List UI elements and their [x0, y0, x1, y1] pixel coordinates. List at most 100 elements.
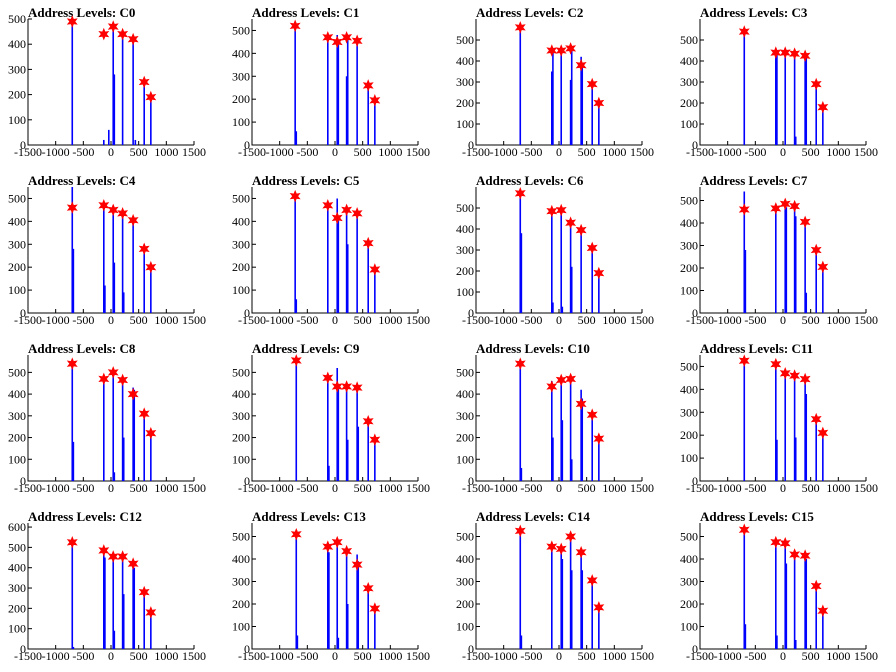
y-tick-label: 100: [456, 285, 474, 299]
x-tick-label: -500: [744, 649, 766, 663]
x-tick-label: 1500: [406, 313, 430, 327]
y-tick-label: 400: [680, 54, 698, 68]
y-tick-label: 400: [456, 54, 474, 68]
peak-marker: [779, 367, 791, 380]
peak-marker: [586, 408, 598, 422]
peak-marker: [341, 203, 353, 217]
chart-title: Address Levels: C1: [252, 5, 359, 20]
peak-marker: [514, 186, 526, 200]
chart-panel: Address Levels: C14 0 100 200 300 400 500 -1500…: [448, 504, 672, 672]
peak-marker: [322, 371, 334, 385]
chart-svg: Address Levels: C60100200300400500-1500-…: [456, 173, 654, 327]
peak-marker: [351, 381, 363, 394]
x-tick-label: 500: [354, 649, 372, 663]
chart-panel: Address Levels: C12 0 100 200 300 400 500 600 -1…: [0, 504, 224, 672]
peak-marker: [575, 397, 587, 411]
y-tick-label: 300: [232, 69, 250, 83]
peak-marker: [593, 96, 605, 110]
y-tick-label: 100: [680, 451, 698, 465]
peak-marker: [565, 530, 577, 543]
x-tick-label: 0: [780, 481, 786, 495]
chart-svg: Address Levels: C70100200300400500-1500-…: [680, 173, 878, 327]
y-tick-label: 100: [456, 620, 474, 634]
y-tick-label: 0: [244, 306, 250, 320]
chart-panel: Address Levels: C13 0 100 200 300 400 500 -1500…: [224, 504, 448, 672]
y-tick-label: 200: [232, 260, 250, 274]
peak-marker: [322, 199, 334, 212]
x-tick-label: 500: [130, 145, 148, 159]
y-tick-label: 500: [680, 194, 698, 208]
x-tick-label: -1500: [14, 481, 42, 495]
x-tick-label: 500: [130, 313, 148, 327]
y-tick-label: 0: [468, 306, 474, 320]
y-tick-label: 100: [8, 622, 26, 636]
chart-panel: Address Levels: C7 0 100 200 300 400 500 -1500-…: [672, 168, 896, 336]
x-tick-label: 1500: [406, 145, 430, 159]
peak-marker: [145, 606, 157, 619]
x-tick-label: -500: [744, 481, 766, 495]
y-tick-label: 300: [680, 575, 698, 589]
peak-marker: [362, 414, 374, 428]
chart-title: Address Levels: C7: [700, 173, 808, 188]
peak-marker: [138, 585, 150, 599]
peak-marker: [565, 372, 577, 386]
peak-marker: [138, 242, 150, 256]
x-tick-label: 1000: [154, 313, 178, 327]
chart-svg: Address Levels: C12 0 100 200 300 400 500 600 -1…: [8, 509, 206, 663]
y-tick-label: 300: [8, 237, 26, 251]
peak-marker: [66, 536, 78, 549]
x-tick-label: 0: [780, 649, 786, 663]
x-tick-label: 0: [332, 481, 338, 495]
y-tick-label: 300: [8, 409, 26, 423]
x-tick-label: 500: [354, 145, 372, 159]
peak-marker: [586, 574, 598, 587]
y-tick-label: 400: [680, 552, 698, 566]
y-tick-label: 400: [680, 216, 698, 230]
chart-title: Address Levels: C9: [252, 341, 360, 356]
peak-marker: [514, 357, 526, 370]
y-tick-label: 500: [8, 191, 26, 205]
y-tick-label: 500: [232, 191, 250, 205]
chart-svg: Address Levels: C13 0 100 200 300 400 500 -1500…: [232, 509, 430, 663]
y-tick-label: 0: [692, 474, 698, 488]
x-tick-label: -1000: [490, 145, 518, 159]
peak-marker: [817, 100, 829, 114]
y-tick-label: 500: [680, 530, 698, 544]
x-tick-label: 1500: [182, 649, 206, 663]
peak-marker: [351, 207, 363, 220]
peak-marker: [145, 426, 157, 440]
peak-marker: [593, 266, 605, 280]
y-tick-label: 400: [232, 387, 250, 401]
peak-marker: [817, 260, 829, 274]
y-tick-label: 400: [8, 561, 26, 575]
chart-svg: Address Levels: C14 0 100 200 300 400 500 -1500…: [456, 509, 654, 663]
x-tick-label: -1000: [490, 481, 518, 495]
chart-panel: Address Levels: C11 0 100 200 300 400 500 -1500…: [672, 336, 896, 504]
chart-svg: Address Levels: C50100200300400500-1500-…: [232, 173, 430, 327]
y-tick-label: 300: [680, 239, 698, 253]
peak-marker: [738, 523, 750, 537]
y-tick-label: 100: [456, 117, 474, 131]
x-tick-label: 1000: [826, 313, 850, 327]
peak-marker: [98, 27, 110, 41]
peak-marker: [575, 223, 587, 237]
peak-marker: [138, 75, 150, 89]
peak-marker: [362, 236, 374, 250]
peak-marker: [289, 189, 301, 203]
peak-marker: [799, 49, 811, 63]
peak-marker: [331, 380, 343, 393]
x-tick-label: 1500: [854, 313, 878, 327]
chart-panel: Address Levels: C5 0 100 200 300 400 500 -1500-…: [224, 168, 448, 336]
x-tick-label: 1500: [630, 649, 654, 663]
peak-marker: [555, 373, 567, 387]
x-tick-label: 1500: [630, 145, 654, 159]
peak-marker: [138, 407, 150, 420]
y-tick-label: 200: [456, 264, 474, 278]
chart-title: Address Levels: C5: [252, 173, 360, 188]
y-tick-label: 200: [456, 431, 474, 445]
chart-title: Address Levels: C4: [28, 173, 136, 188]
peak-marker: [117, 373, 129, 387]
x-tick-label: 500: [130, 649, 148, 663]
x-tick-label: 1500: [182, 145, 206, 159]
chart-title: Address Levels: C0: [28, 5, 135, 20]
